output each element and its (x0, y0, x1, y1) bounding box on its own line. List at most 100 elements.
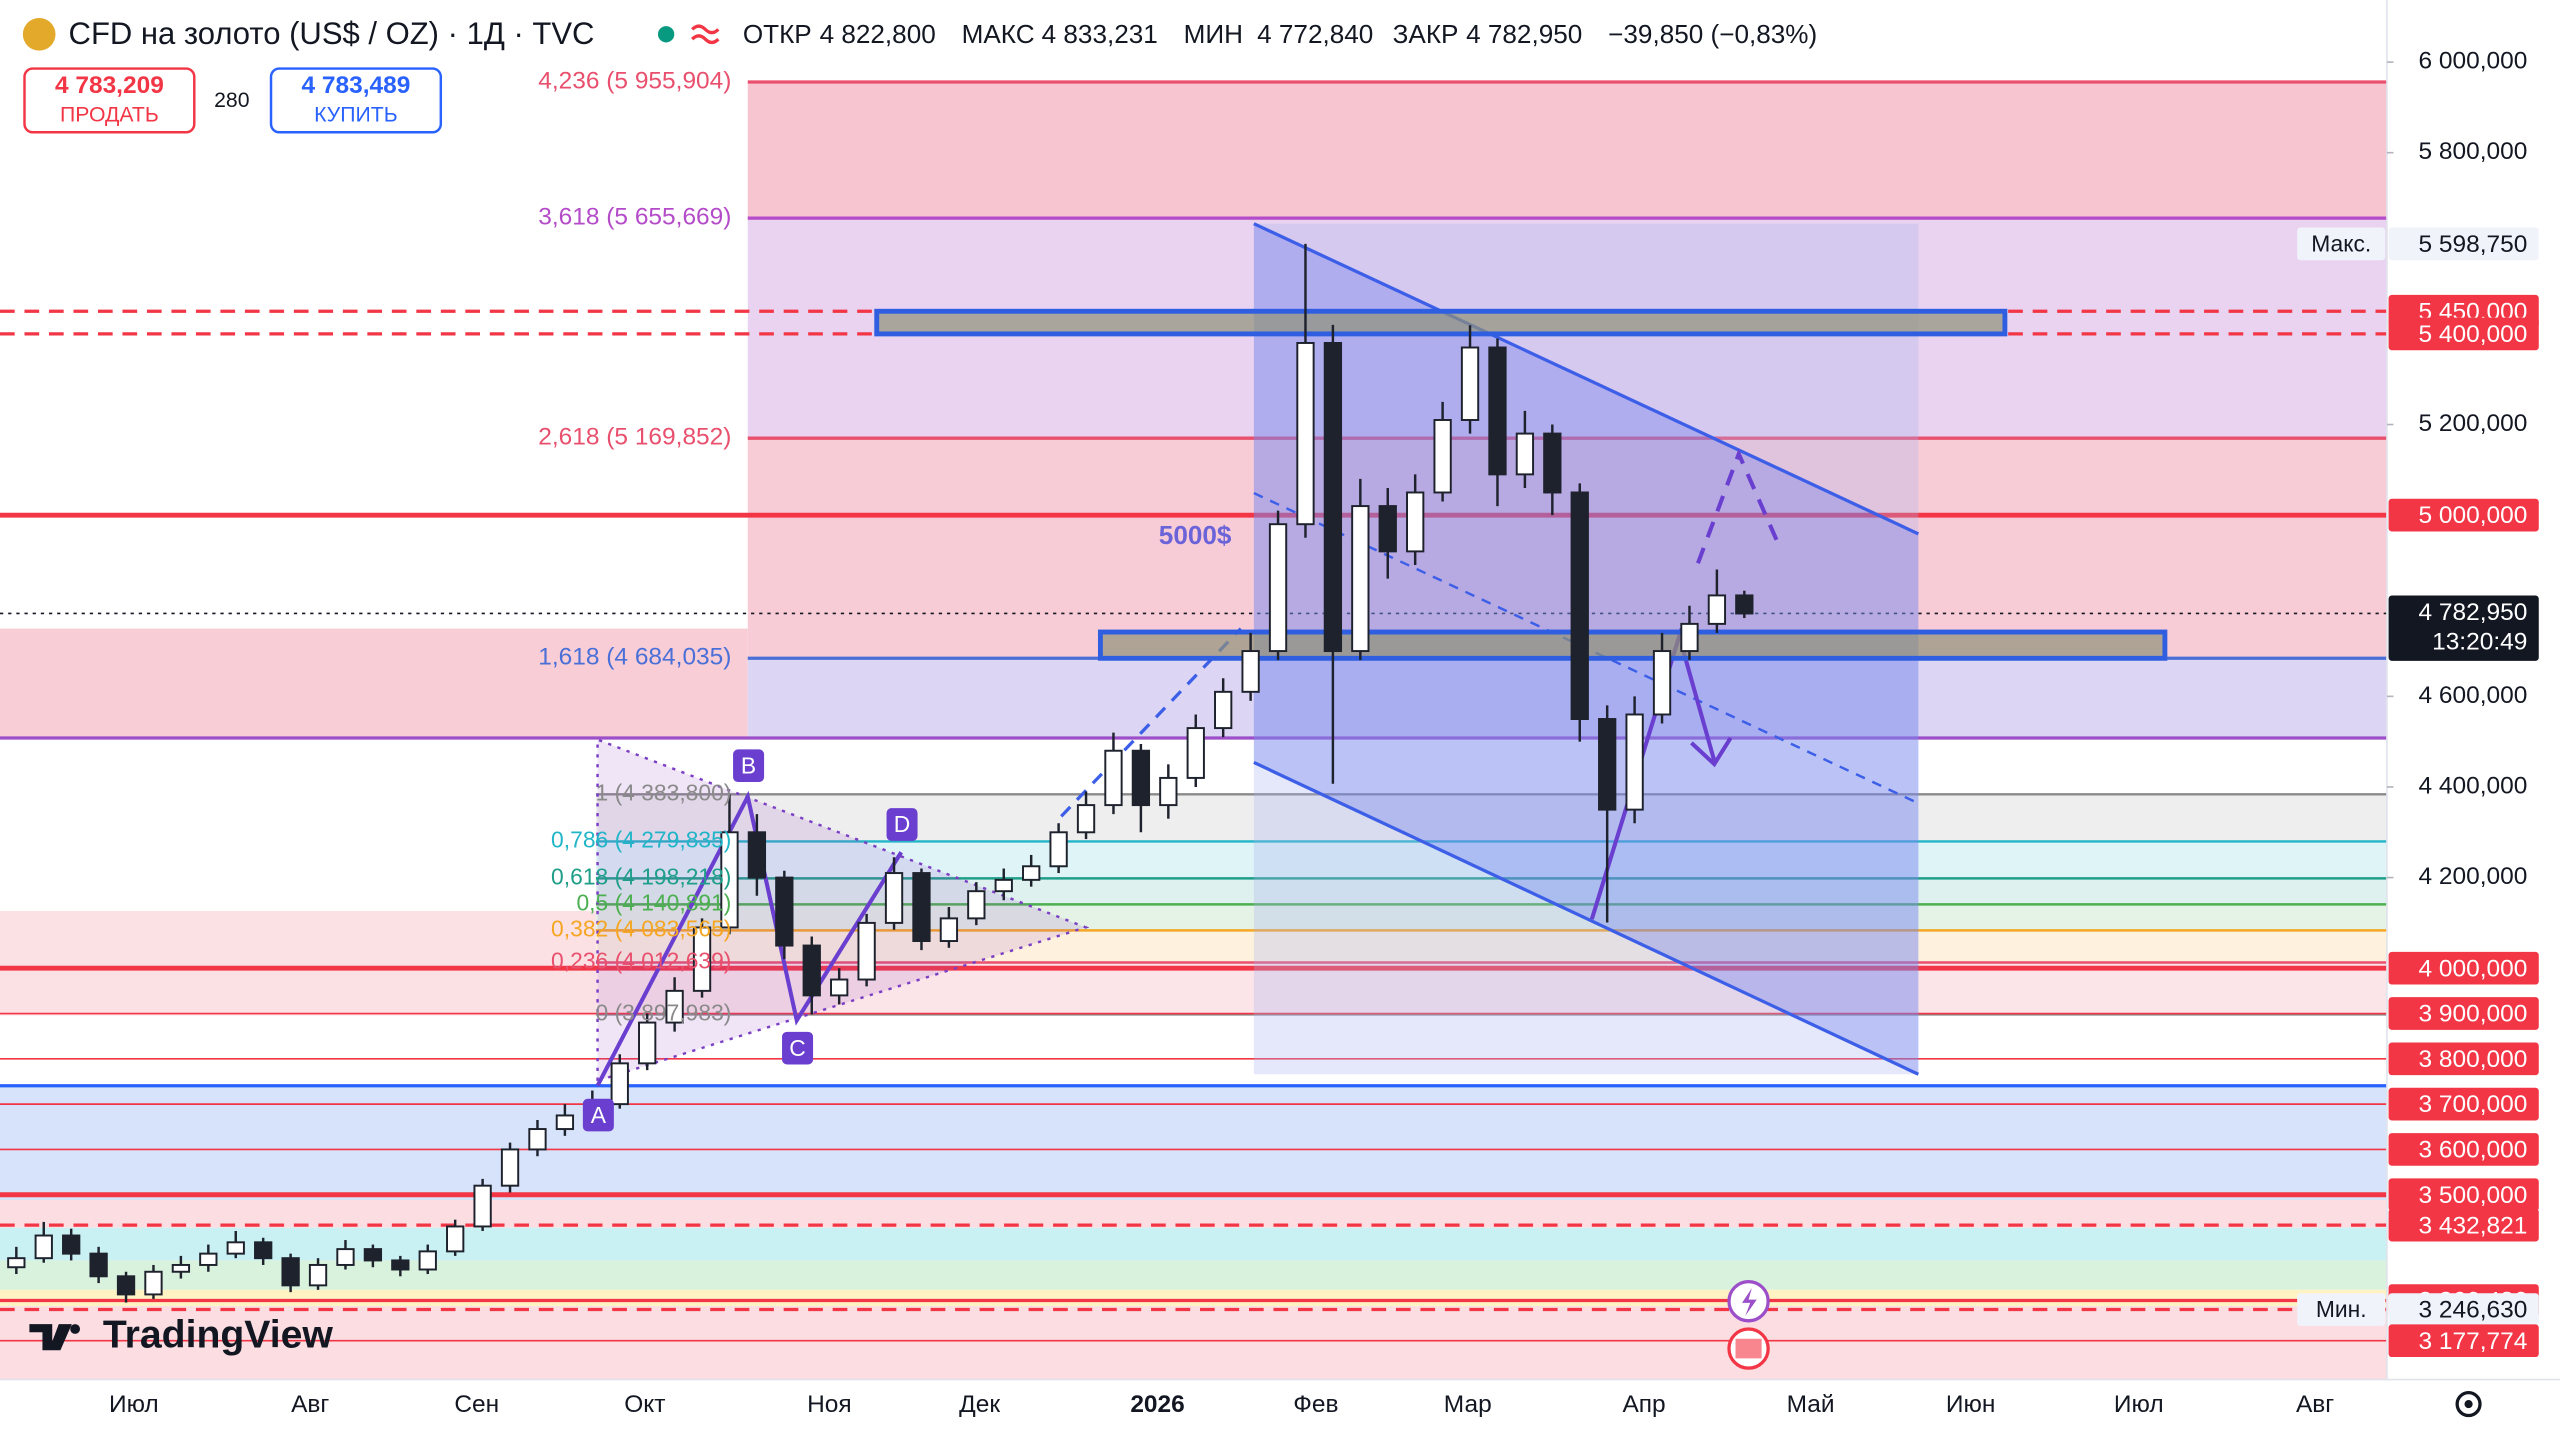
candle-body (1241, 650, 1260, 693)
logo-mark (70, 1324, 80, 1334)
price-badge (2388, 1324, 2539, 1358)
candle-body (857, 921, 876, 981)
candle-body (1159, 776, 1178, 807)
candle-body (884, 872, 904, 924)
x-tick-label: Апр (1622, 1391, 1665, 1418)
x-tick-label: Сен (454, 1391, 499, 1418)
x-tick-label: Фев (1293, 1391, 1338, 1418)
candle-body (281, 1257, 300, 1287)
candle-body (418, 1250, 437, 1271)
labels: 4,236 (5 955,904) 3,618 (5 655,669) 2,618 … (538, 68, 731, 1026)
candle-body (912, 872, 931, 943)
band (0, 1260, 2387, 1290)
band (0, 1200, 2387, 1228)
candle-body (1433, 419, 1452, 494)
arrow-head (1690, 736, 1733, 768)
candle-body (116, 1275, 136, 1296)
buy-label[interactable]: КУПИТЬ (314, 104, 397, 127)
pattern-points: A B C D (582, 749, 918, 1132)
candle-body (1186, 727, 1205, 779)
candle-body (199, 1252, 218, 1266)
sell-price[interactable]: 4 783,209 (55, 72, 164, 99)
candle-body (1022, 865, 1041, 881)
price-badge (2388, 227, 2539, 261)
buy-price[interactable]: 4 783,489 (301, 72, 410, 99)
sell-button[interactable] (23, 67, 196, 134)
retracement-label: 0,236 (4 012,639) (551, 948, 731, 974)
watermark: TradingView (103, 1313, 334, 1356)
settings-icon[interactable] (2455, 1391, 2482, 1418)
price-badge (2388, 1178, 2539, 1212)
x-tick-label: Авг (2296, 1391, 2334, 1418)
price-badge-label: 5 000,000 (2418, 502, 2527, 529)
candle-body (500, 1148, 520, 1187)
symbol-title: CFD на золото (US$ / OZ) · 1Д · TVC (69, 16, 595, 51)
price-badge-label: 3 177,774 (2418, 1328, 2527, 1355)
candle-body (1378, 505, 1397, 553)
candle-body (1131, 749, 1151, 807)
price-badge (2388, 1293, 2539, 1326)
candle-body (1104, 749, 1123, 807)
fib-label: 4,236 (5 955,904) (538, 68, 731, 95)
logo-mark (29, 1324, 72, 1351)
price-badge-label: 3 700,000 (2418, 1091, 2527, 1118)
price-badge-label: 3 246,630 (2418, 1297, 2527, 1324)
candle-body (473, 1184, 492, 1228)
point-label: D (894, 811, 911, 837)
x-tick-label: Авг (291, 1391, 329, 1418)
candle-body (144, 1270, 163, 1296)
fib-label: 1,618 (4 684,035) (538, 644, 731, 671)
band (0, 911, 596, 1016)
candle-body (391, 1259, 410, 1271)
candle-body (610, 1062, 629, 1106)
band (0, 1227, 2387, 1261)
symbol-icon (22, 17, 56, 51)
candle-body (89, 1252, 108, 1278)
y-tick-label: 5 800,000 (2418, 138, 2527, 165)
retracement-label: 0 (3 897,983) (596, 999, 732, 1025)
price-badge (2388, 317, 2539, 351)
fib-band (747, 658, 2387, 739)
price-badge-label: 5 598,750 (2418, 231, 2527, 258)
countdown: 13:20:49 (2432, 628, 2527, 655)
candle-body (638, 1021, 657, 1065)
candle-body (692, 926, 712, 992)
candle-body (1680, 622, 1699, 653)
event-icon-glyph (1735, 1338, 1762, 1359)
price-badge-label: 3 432,821 (2418, 1212, 2527, 1239)
candle-body (775, 876, 794, 947)
badge-tag-label: Мин. (2316, 1296, 2367, 1322)
projection (1696, 448, 1782, 564)
sell-label[interactable]: ПРОДАТЬ (60, 104, 159, 127)
x-tick-label: Июл (109, 1391, 159, 1418)
price-badge (2388, 997, 2539, 1030)
candle-body (1049, 831, 1068, 868)
candle-body (802, 944, 821, 997)
zones (874, 308, 2168, 661)
logo: TradingView (29, 1313, 333, 1356)
candle-body (226, 1241, 245, 1255)
band (0, 628, 748, 738)
badge-tag-label: Макс. (2311, 231, 2371, 257)
candle-body (446, 1225, 465, 1253)
y-tick-label: 4 200,000 (2418, 863, 2527, 890)
current-price-badge (2388, 595, 2539, 661)
ohlc-label: МАКС (962, 19, 1035, 49)
x-tick-label: Дек (959, 1391, 1000, 1418)
candle-body (1625, 713, 1644, 811)
y-tick-label: 4 400,000 (2418, 772, 2527, 799)
retracement-label: 0,5 (4 140,891) (576, 889, 731, 915)
point-label: A (591, 1102, 607, 1128)
candle-body (720, 831, 739, 929)
x-tick-label: Ноя (807, 1391, 852, 1418)
band (0, 1085, 2387, 1200)
buy-button[interactable] (269, 67, 443, 134)
retracement-label: 0,618 (4 198,218) (551, 863, 731, 889)
x-tick-label: Июн (1946, 1391, 1995, 1418)
zone (1097, 629, 2168, 661)
candle-body (363, 1248, 383, 1262)
fib-label: 2,618 (5 169,852) (538, 424, 731, 451)
candle-body (994, 878, 1013, 893)
event-icon-glyph (1742, 1288, 1757, 1316)
